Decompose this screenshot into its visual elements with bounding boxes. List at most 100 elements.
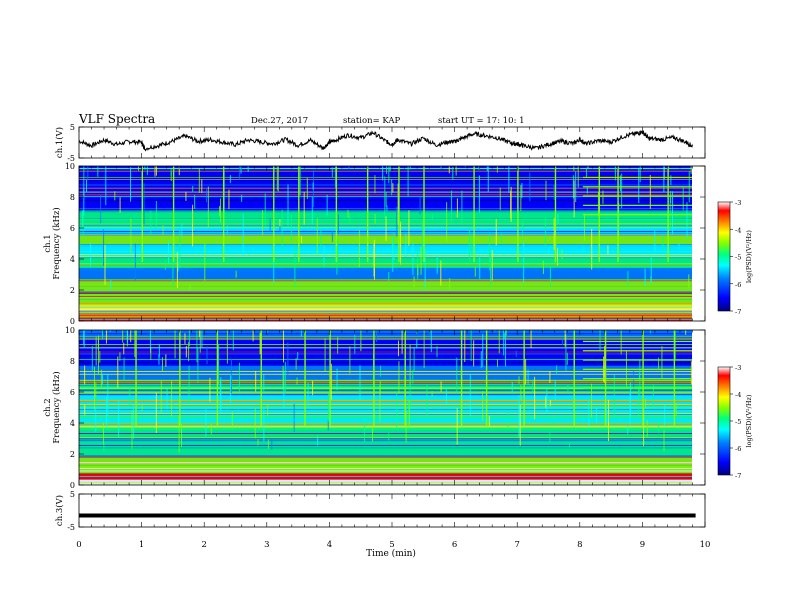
spec1-speckle (277, 166, 279, 192)
spec1-speckle (179, 229, 181, 269)
spec2-band (79, 436, 692, 448)
spec2-speckle (396, 392, 398, 430)
spec1-speckle (170, 171, 172, 182)
spec1-speckle (220, 198, 222, 223)
spec1-speckle (549, 266, 551, 287)
ch1-colorbar: -3 -4 -5 -6 -7 log(PSD)(V²/Hz) (717, 199, 753, 316)
spec1-speckle (602, 190, 604, 204)
spec1-speckle (331, 167, 333, 178)
spec2-speckle (554, 379, 556, 401)
spec1-striation (79, 318, 692, 320)
spec1-speckle (393, 233, 395, 254)
spec2-speckle (324, 338, 326, 372)
spec2-late-band (582, 359, 692, 361)
spec2-speckle (95, 406, 97, 433)
spec2-speckle (99, 351, 101, 363)
spec1-speckle (226, 225, 228, 234)
spec2-speckle (133, 404, 135, 439)
spec2-striation (79, 373, 692, 375)
spec2-speckle (480, 351, 482, 369)
spec1-speckle (558, 249, 560, 258)
spec1-speckle (573, 166, 575, 172)
spec2-speckle (658, 357, 660, 369)
spec1-speckle (150, 210, 152, 236)
spec2-striation (79, 353, 692, 355)
spec1-band (79, 235, 692, 246)
spec2-striation (79, 424, 692, 426)
spec1-striation (79, 310, 692, 312)
spec1-speckle (529, 172, 531, 202)
spec1-striation (79, 316, 692, 318)
spec1-speckle (177, 254, 179, 272)
spec2-speckle (561, 337, 563, 346)
spec2-speckle (123, 342, 125, 355)
spec1-speckle (388, 166, 390, 184)
spec1-speckle (137, 166, 139, 171)
spec2-striation (79, 482, 692, 483)
spec1-speckle (572, 175, 574, 199)
spec1-transient (554, 166, 557, 263)
spec2-speckle (595, 408, 597, 423)
spec2-speckle (218, 344, 220, 385)
spec1-striation (79, 266, 692, 268)
spec1-speckle (130, 167, 132, 202)
spec1-speckle (561, 249, 563, 259)
spec1-speckle (591, 228, 593, 270)
spec2-band (79, 447, 692, 458)
spec1-speckle (487, 166, 489, 192)
spec1-speckle (85, 179, 87, 193)
spec2-striation (79, 338, 692, 340)
spec1-speckle (585, 167, 587, 179)
spec1-speckle (405, 233, 407, 257)
spec2-transient (573, 330, 575, 427)
spec1-speckle (384, 176, 386, 219)
spec1-speckle (311, 196, 313, 225)
spec2-speckle (287, 342, 289, 379)
spec1-speckle (176, 252, 178, 288)
spec2-speckle (488, 415, 490, 427)
spec1-speckle (456, 198, 458, 218)
spec2-speckle (599, 330, 601, 351)
spec1-striation (79, 263, 692, 264)
spec1-speckle (479, 256, 481, 279)
spec2-speckle (105, 330, 107, 344)
spec1-speckle (218, 206, 220, 217)
spec2-striation (79, 336, 692, 338)
spec1-speckle (204, 244, 206, 281)
spec2-speckle (545, 396, 547, 408)
spec1-striation (79, 257, 692, 259)
spec2-speckle (185, 345, 187, 358)
spec2-speckle (312, 380, 314, 396)
spec1-colorbar-tick-label: -4 (735, 226, 741, 234)
spec1-colorbar-tick-label: -3 (735, 199, 741, 207)
spec2-speckle (232, 330, 234, 351)
spec2-speckle (123, 357, 125, 382)
spec1-striation (79, 170, 692, 172)
spec2-speckle (413, 346, 415, 372)
spec1-speckle (181, 222, 183, 237)
spec1-speckle (269, 217, 271, 232)
spec2-speckle (520, 385, 522, 401)
spec1-striation (79, 210, 692, 212)
spec1-speckle (542, 260, 544, 274)
spec2-speckle (549, 400, 551, 406)
spec2-striation (79, 456, 692, 458)
spec1-speckle (316, 218, 318, 255)
spec1-speckle (644, 268, 646, 287)
spec2-speckle (330, 363, 332, 400)
spec2-speckle (117, 356, 119, 388)
spec2-speckle (267, 404, 269, 416)
ch3-ytick-label: -5 (67, 523, 75, 532)
spec1-speckle (575, 171, 577, 203)
spec2-speckle (503, 330, 505, 356)
spec1-speckle (273, 251, 275, 283)
spec1-ylabel: ch.1 (43, 234, 53, 252)
spec2-band (79, 365, 692, 380)
spec1-speckle (392, 183, 394, 193)
time-tick-label: 4 (327, 540, 332, 550)
spec2-speckle (556, 365, 558, 375)
spec1-colorbar-gradient (717, 201, 731, 312)
spec2-speckle (664, 404, 666, 426)
spec2-speckle (588, 400, 590, 427)
spec2-speckle (103, 443, 105, 452)
